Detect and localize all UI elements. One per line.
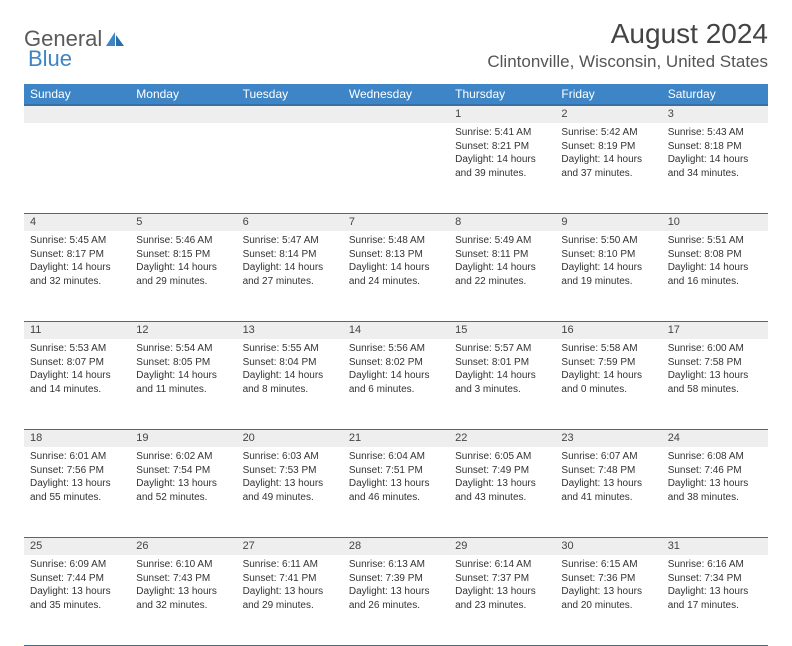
day-number-cell: 16 bbox=[555, 321, 661, 339]
day-content-cell: Sunrise: 6:15 AMSunset: 7:36 PMDaylight:… bbox=[555, 555, 661, 645]
day-content-cell: Sunrise: 5:54 AMSunset: 8:05 PMDaylight:… bbox=[130, 339, 236, 429]
day-content-row: Sunrise: 5:41 AMSunset: 8:21 PMDaylight:… bbox=[24, 123, 768, 213]
day-content-cell: Sunrise: 6:04 AMSunset: 7:51 PMDaylight:… bbox=[343, 447, 449, 537]
logo-sail-icon bbox=[104, 30, 126, 48]
day-number-cell: 7 bbox=[343, 213, 449, 231]
day-content-cell: Sunrise: 6:09 AMSunset: 7:44 PMDaylight:… bbox=[24, 555, 130, 645]
weekday-header: Wednesday bbox=[343, 84, 449, 105]
day-content-cell: Sunrise: 5:43 AMSunset: 8:18 PMDaylight:… bbox=[662, 123, 768, 213]
calendar-table: SundayMondayTuesdayWednesdayThursdayFrid… bbox=[24, 84, 768, 646]
day-number-cell: 4 bbox=[24, 213, 130, 231]
day-content-row: Sunrise: 6:09 AMSunset: 7:44 PMDaylight:… bbox=[24, 555, 768, 645]
day-number-row: 18192021222324 bbox=[24, 429, 768, 447]
day-content-cell: Sunrise: 5:42 AMSunset: 8:19 PMDaylight:… bbox=[555, 123, 661, 213]
day-number-cell: 30 bbox=[555, 537, 661, 555]
logo-text-blue: Blue bbox=[28, 46, 72, 71]
day-content-cell: Sunrise: 5:56 AMSunset: 8:02 PMDaylight:… bbox=[343, 339, 449, 429]
day-number-cell: 6 bbox=[237, 213, 343, 231]
day-number-cell: 24 bbox=[662, 429, 768, 447]
day-number-cell: 21 bbox=[343, 429, 449, 447]
day-content-cell: Sunrise: 6:16 AMSunset: 7:34 PMDaylight:… bbox=[662, 555, 768, 645]
day-number-cell: 9 bbox=[555, 213, 661, 231]
title-block: August 2024 Clintonville, Wisconsin, Uni… bbox=[487, 18, 768, 72]
day-number-cell bbox=[343, 105, 449, 123]
logo-sub: Blue bbox=[28, 46, 72, 72]
day-content-cell bbox=[130, 123, 236, 213]
day-number-cell: 11 bbox=[24, 321, 130, 339]
day-number-cell: 20 bbox=[237, 429, 343, 447]
day-number-cell: 25 bbox=[24, 537, 130, 555]
day-number-cell bbox=[24, 105, 130, 123]
day-content-cell: Sunrise: 6:05 AMSunset: 7:49 PMDaylight:… bbox=[449, 447, 555, 537]
day-number-cell: 19 bbox=[130, 429, 236, 447]
day-content-row: Sunrise: 5:53 AMSunset: 8:07 PMDaylight:… bbox=[24, 339, 768, 429]
day-number-cell: 18 bbox=[24, 429, 130, 447]
day-number-row: 25262728293031 bbox=[24, 537, 768, 555]
day-number-cell: 5 bbox=[130, 213, 236, 231]
day-content-cell: Sunrise: 5:46 AMSunset: 8:15 PMDaylight:… bbox=[130, 231, 236, 321]
day-number-cell: 26 bbox=[130, 537, 236, 555]
day-number-cell: 31 bbox=[662, 537, 768, 555]
day-content-cell: Sunrise: 5:55 AMSunset: 8:04 PMDaylight:… bbox=[237, 339, 343, 429]
day-content-cell: Sunrise: 6:11 AMSunset: 7:41 PMDaylight:… bbox=[237, 555, 343, 645]
day-number-cell: 29 bbox=[449, 537, 555, 555]
day-content-cell: Sunrise: 5:57 AMSunset: 8:01 PMDaylight:… bbox=[449, 339, 555, 429]
weekday-header-row: SundayMondayTuesdayWednesdayThursdayFrid… bbox=[24, 84, 768, 105]
day-number-row: 123 bbox=[24, 105, 768, 123]
day-number-row: 11121314151617 bbox=[24, 321, 768, 339]
day-content-cell: Sunrise: 5:49 AMSunset: 8:11 PMDaylight:… bbox=[449, 231, 555, 321]
day-content-cell: Sunrise: 6:02 AMSunset: 7:54 PMDaylight:… bbox=[130, 447, 236, 537]
day-content-row: Sunrise: 6:01 AMSunset: 7:56 PMDaylight:… bbox=[24, 447, 768, 537]
day-content-cell: Sunrise: 5:53 AMSunset: 8:07 PMDaylight:… bbox=[24, 339, 130, 429]
weekday-header: Monday bbox=[130, 84, 236, 105]
day-number-cell: 13 bbox=[237, 321, 343, 339]
month-title: August 2024 bbox=[487, 18, 768, 50]
day-number-cell: 12 bbox=[130, 321, 236, 339]
day-content-cell: Sunrise: 6:00 AMSunset: 7:58 PMDaylight:… bbox=[662, 339, 768, 429]
day-content-cell: Sunrise: 6:03 AMSunset: 7:53 PMDaylight:… bbox=[237, 447, 343, 537]
day-content-cell: Sunrise: 6:10 AMSunset: 7:43 PMDaylight:… bbox=[130, 555, 236, 645]
day-content-cell: Sunrise: 5:50 AMSunset: 8:10 PMDaylight:… bbox=[555, 231, 661, 321]
weekday-header: Thursday bbox=[449, 84, 555, 105]
weekday-header: Sunday bbox=[24, 84, 130, 105]
day-content-cell bbox=[237, 123, 343, 213]
day-content-cell: Sunrise: 5:48 AMSunset: 8:13 PMDaylight:… bbox=[343, 231, 449, 321]
day-content-cell: Sunrise: 6:07 AMSunset: 7:48 PMDaylight:… bbox=[555, 447, 661, 537]
day-number-cell bbox=[130, 105, 236, 123]
day-number-cell: 8 bbox=[449, 213, 555, 231]
day-number-cell: 2 bbox=[555, 105, 661, 123]
day-content-cell bbox=[24, 123, 130, 213]
day-content-cell: Sunrise: 5:58 AMSunset: 7:59 PMDaylight:… bbox=[555, 339, 661, 429]
day-content-cell: Sunrise: 6:14 AMSunset: 7:37 PMDaylight:… bbox=[449, 555, 555, 645]
day-number-cell: 15 bbox=[449, 321, 555, 339]
day-number-cell: 3 bbox=[662, 105, 768, 123]
day-number-cell: 27 bbox=[237, 537, 343, 555]
day-number-cell: 14 bbox=[343, 321, 449, 339]
day-number-cell: 23 bbox=[555, 429, 661, 447]
day-content-row: Sunrise: 5:45 AMSunset: 8:17 PMDaylight:… bbox=[24, 231, 768, 321]
day-content-cell: Sunrise: 6:13 AMSunset: 7:39 PMDaylight:… bbox=[343, 555, 449, 645]
day-content-cell: Sunrise: 6:01 AMSunset: 7:56 PMDaylight:… bbox=[24, 447, 130, 537]
day-content-cell: Sunrise: 5:47 AMSunset: 8:14 PMDaylight:… bbox=[237, 231, 343, 321]
day-content-cell bbox=[343, 123, 449, 213]
day-content-cell: Sunrise: 5:51 AMSunset: 8:08 PMDaylight:… bbox=[662, 231, 768, 321]
day-number-cell: 22 bbox=[449, 429, 555, 447]
day-number-cell: 17 bbox=[662, 321, 768, 339]
day-number-row: 45678910 bbox=[24, 213, 768, 231]
weekday-header: Saturday bbox=[662, 84, 768, 105]
day-number-cell bbox=[237, 105, 343, 123]
day-number-cell: 1 bbox=[449, 105, 555, 123]
weekday-header: Friday bbox=[555, 84, 661, 105]
location: Clintonville, Wisconsin, United States bbox=[487, 52, 768, 72]
day-number-cell: 28 bbox=[343, 537, 449, 555]
weekday-header: Tuesday bbox=[237, 84, 343, 105]
day-content-cell: Sunrise: 5:41 AMSunset: 8:21 PMDaylight:… bbox=[449, 123, 555, 213]
day-content-cell: Sunrise: 5:45 AMSunset: 8:17 PMDaylight:… bbox=[24, 231, 130, 321]
day-content-cell: Sunrise: 6:08 AMSunset: 7:46 PMDaylight:… bbox=[662, 447, 768, 537]
day-number-cell: 10 bbox=[662, 213, 768, 231]
header: General August 2024 Clintonville, Wiscon… bbox=[24, 18, 768, 72]
